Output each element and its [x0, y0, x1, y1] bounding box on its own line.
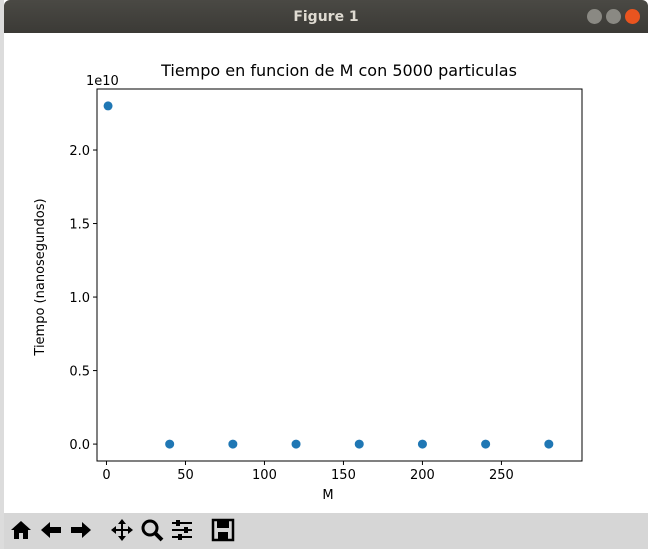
window-title: Figure 1	[293, 9, 359, 25]
x-tick-label: 0	[102, 468, 110, 483]
y-tick-label: 0.5	[69, 365, 90, 380]
point	[481, 439, 491, 449]
toolbar	[4, 513, 648, 549]
configure-button[interactable]	[169, 517, 195, 543]
figure-window: Figure 1 Tiempo en funcion de M con 5000…	[4, 0, 648, 549]
x-axis-label: M	[322, 488, 333, 503]
x-tick-label: 250	[489, 468, 514, 483]
y-tick-label: 1.0	[69, 291, 90, 306]
back-button[interactable]	[38, 517, 64, 543]
y-tick-label: 2.0	[69, 144, 90, 159]
chart: Tiempo en funcion de M con 5000 particul…	[33, 61, 583, 503]
chart-title: Tiempo en funcion de M con 5000 particul…	[160, 61, 517, 80]
forward-button[interactable]	[68, 517, 94, 543]
save-button[interactable]	[210, 517, 236, 543]
y-tick-label: 0.0	[69, 438, 90, 453]
minimize-button[interactable]	[587, 9, 602, 24]
x-tick-label: 150	[331, 468, 356, 483]
x-tick-label: 100	[252, 468, 277, 483]
maximize-button[interactable]	[606, 9, 621, 24]
point	[165, 439, 175, 449]
plot-frame	[96, 88, 583, 462]
home-button[interactable]	[8, 517, 34, 543]
y-offset-label: 1e10	[86, 74, 119, 89]
close-button[interactable]	[625, 9, 640, 24]
point	[291, 439, 301, 449]
point	[544, 439, 554, 449]
x-tick-label: 50	[177, 468, 194, 483]
y-tick-label: 1.5	[69, 218, 90, 233]
zoom-button[interactable]	[139, 517, 165, 543]
title-bar: Figure 1	[4, 0, 648, 33]
point	[417, 439, 427, 449]
x-tick-label: 200	[410, 468, 435, 483]
point	[103, 101, 113, 111]
point	[228, 439, 238, 449]
point	[354, 439, 364, 449]
pan-button[interactable]	[109, 517, 135, 543]
y-axis-label: Tiempo (nanosegundos)	[33, 198, 48, 356]
